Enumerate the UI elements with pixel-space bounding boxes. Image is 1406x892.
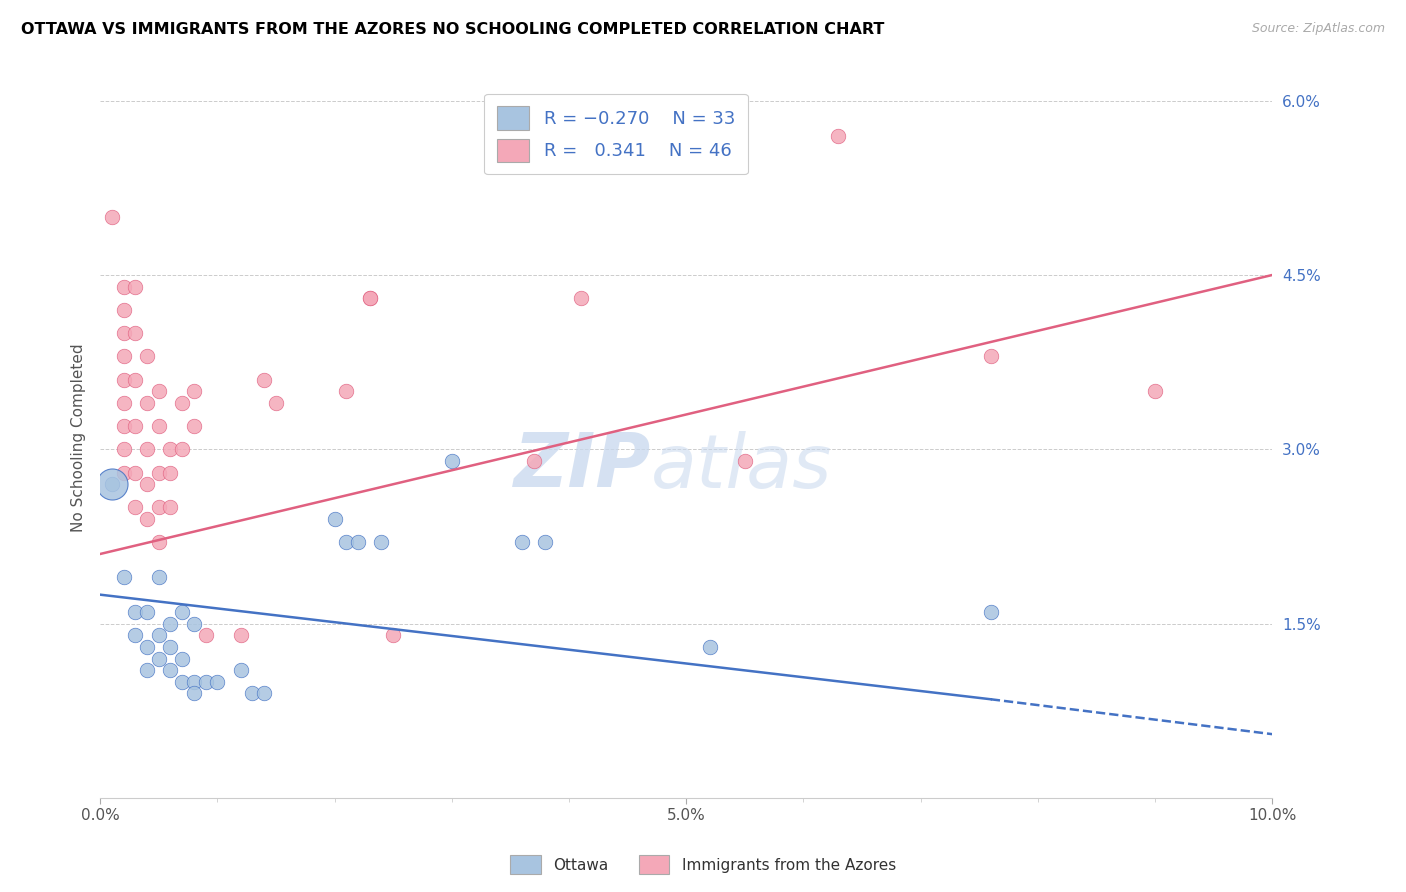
Point: [101, 477, 124, 491]
Point: [159, 466, 181, 480]
Point: [194, 674, 217, 689]
Point: [112, 350, 135, 364]
Point: [124, 605, 146, 619]
Point: [136, 442, 159, 457]
Point: [124, 279, 146, 293]
Point: [112, 419, 135, 434]
Point: [136, 477, 159, 491]
Point: [112, 279, 135, 293]
Point: [183, 616, 205, 631]
Point: [370, 535, 392, 549]
Legend: Ottawa, Immigrants from the Azores: Ottawa, Immigrants from the Azores: [505, 849, 901, 880]
Text: atlas: atlas: [651, 431, 832, 502]
Text: ZIP: ZIP: [513, 430, 651, 503]
Point: [124, 628, 146, 642]
Point: [207, 674, 229, 689]
Point: [159, 616, 181, 631]
Point: [335, 384, 357, 399]
Point: [242, 686, 264, 700]
Point: [112, 396, 135, 410]
Point: [136, 605, 159, 619]
Point: [112, 570, 135, 584]
Point: [101, 477, 124, 491]
Point: [229, 628, 252, 642]
Point: [136, 350, 159, 364]
Point: [335, 535, 357, 549]
Point: [1143, 384, 1166, 399]
Point: [136, 512, 159, 526]
Point: [148, 500, 170, 515]
Point: [159, 500, 181, 515]
Point: [183, 384, 205, 399]
Point: [148, 628, 170, 642]
Point: [569, 291, 592, 305]
Point: [124, 373, 146, 387]
Point: [980, 605, 1002, 619]
Point: [112, 442, 135, 457]
Point: [159, 663, 181, 677]
Point: [172, 674, 194, 689]
Point: [183, 686, 205, 700]
Point: [148, 384, 170, 399]
Point: [523, 454, 546, 468]
Point: [323, 512, 346, 526]
Point: [172, 396, 194, 410]
Point: [382, 628, 405, 642]
Point: [827, 128, 849, 143]
Point: [124, 326, 146, 340]
Point: [124, 419, 146, 434]
Point: [734, 454, 756, 468]
Y-axis label: No Schooling Completed: No Schooling Completed: [72, 343, 86, 532]
Point: [101, 210, 124, 224]
Point: [136, 663, 159, 677]
Point: [136, 640, 159, 654]
Point: [172, 605, 194, 619]
Point: [229, 663, 252, 677]
Point: [172, 651, 194, 665]
Point: [148, 651, 170, 665]
Point: [172, 442, 194, 457]
Point: [112, 466, 135, 480]
Point: [148, 466, 170, 480]
Legend: R = −0.270    N = 33, R =   0.341    N = 46: R = −0.270 N = 33, R = 0.341 N = 46: [484, 94, 748, 174]
Point: [112, 326, 135, 340]
Point: [148, 419, 170, 434]
Text: OTTAWA VS IMMIGRANTS FROM THE AZORES NO SCHOOLING COMPLETED CORRELATION CHART: OTTAWA VS IMMIGRANTS FROM THE AZORES NO …: [21, 22, 884, 37]
Point: [112, 373, 135, 387]
Point: [699, 640, 721, 654]
Point: [359, 291, 381, 305]
Text: Source: ZipAtlas.com: Source: ZipAtlas.com: [1251, 22, 1385, 36]
Point: [264, 396, 287, 410]
Point: [980, 350, 1002, 364]
Point: [124, 500, 146, 515]
Point: [194, 628, 217, 642]
Point: [534, 535, 557, 549]
Point: [159, 442, 181, 457]
Point: [148, 570, 170, 584]
Point: [347, 535, 370, 549]
Point: [136, 396, 159, 410]
Point: [253, 686, 276, 700]
Point: [440, 454, 463, 468]
Point: [183, 674, 205, 689]
Point: [253, 373, 276, 387]
Point: [183, 419, 205, 434]
Point: [359, 291, 381, 305]
Point: [112, 302, 135, 317]
Point: [510, 535, 533, 549]
Point: [148, 535, 170, 549]
Point: [159, 640, 181, 654]
Point: [124, 466, 146, 480]
